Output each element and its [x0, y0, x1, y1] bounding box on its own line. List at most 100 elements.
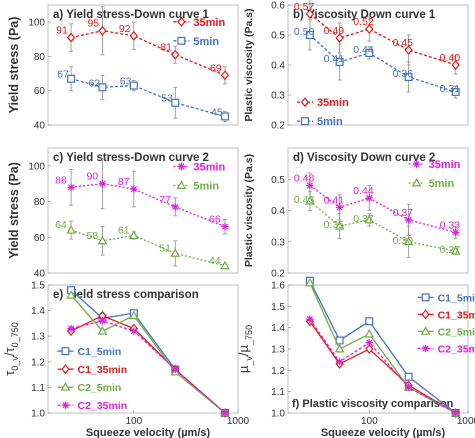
legend-marker	[300, 97, 310, 108]
series-35min: 91 95 92 81 69	[56, 6, 230, 85]
data-point	[365, 24, 374, 34]
data-point	[66, 225, 76, 234]
data-point	[305, 9, 315, 19]
data-point	[306, 315, 314, 323]
legend-marker	[177, 162, 186, 171]
y-tick-label: 1.4	[271, 323, 285, 334]
data-point	[305, 31, 314, 40]
legend-label: C2_5min	[438, 326, 475, 338]
data-label: 0.57	[294, 1, 315, 13]
y-tick-label: 1.2	[271, 366, 285, 377]
y-axis-label: Plastic viscosity (Pa.s)	[243, 8, 255, 121]
chart-title: b) Viscosity Down curve 1	[293, 9, 436, 21]
y-axis-label-part: 0_v	[10, 356, 20, 371]
data-point	[67, 183, 75, 191]
data-point	[129, 310, 139, 320]
legend-label: 5min	[429, 178, 455, 190]
y-axis-label-part: _v	[244, 356, 254, 367]
data-label: 87	[118, 176, 130, 188]
legend-marker	[420, 326, 431, 335]
chart-title: c) Yield stress-Down curve 2	[53, 152, 209, 164]
y-tick-label: 0.4	[271, 61, 285, 72]
data-point	[220, 70, 230, 81]
data-point	[365, 194, 374, 202]
data-point	[98, 317, 107, 325]
legend-marker	[177, 36, 186, 45]
legend: 35min 5min	[173, 17, 225, 48]
data-point	[335, 203, 344, 212]
y-tick-label: 0.6	[271, 1, 285, 12]
y-tick-label: 0.3	[271, 237, 285, 248]
chart-panel-f: 1.0 1.1 1.2 1.3 1.4 1.5 1.6 100 1000f) Plastic v…	[236, 276, 475, 438]
legend-label: 5min	[193, 36, 219, 48]
data-point	[335, 358, 344, 366]
y-tick-label: 0.3	[271, 91, 285, 102]
data-label: 81	[160, 42, 172, 54]
y-tick-label: 100	[28, 18, 45, 29]
data-point	[171, 49, 180, 60]
legend-label: 35min	[317, 97, 349, 109]
data-point	[129, 81, 138, 90]
data-label: 0.44	[353, 185, 374, 197]
y-tick-label: 1.3	[31, 332, 45, 343]
chart-panel-d: 0.2 0.3 0.4 0.5 d) Viscosity Down curve 2 Pla…	[243, 147, 469, 280]
data-point	[171, 98, 180, 107]
legend-label: C1_5min	[438, 292, 475, 304]
data-label: 0.31	[440, 83, 461, 95]
y-tick-label: 60	[34, 233, 46, 244]
y-axis-label-part: µ	[236, 365, 251, 373]
data-label: 0.35	[324, 219, 345, 231]
legend-marker	[177, 16, 186, 27]
data-label: 77	[159, 194, 171, 206]
y-axis-label-part: _750	[244, 325, 254, 346]
data-label: 66	[209, 214, 221, 226]
legend: 35min 5min	[173, 162, 225, 193]
data-point	[450, 245, 461, 255]
x-axis-label: Squeeze velocity (µm/s)	[321, 427, 446, 438]
legend-label: 35min	[193, 17, 225, 29]
legend-label: C2_35min	[78, 400, 128, 412]
data-point	[404, 383, 413, 392]
y-tick-label: 1.3	[271, 345, 285, 356]
data-point	[404, 216, 413, 224]
y-tick-label: 100	[28, 161, 45, 172]
data-label: 51	[159, 242, 171, 254]
data-point	[365, 317, 374, 326]
data-point	[364, 328, 375, 338]
y-tick-label: 60	[34, 86, 46, 97]
y-tick-label: 1.4	[31, 306, 45, 317]
y-tick-label: 0.5	[271, 175, 285, 186]
data-point	[67, 74, 76, 83]
data-label: 0.44	[353, 44, 374, 56]
data-label: 0.37	[393, 207, 414, 219]
x-tick-label: 1000	[457, 416, 475, 427]
data-label: 0.43	[294, 194, 315, 206]
data-point	[404, 72, 413, 81]
series-line	[309, 13, 456, 66]
chart-panel-a: 40 60 80 100 a) Yield stress-Down curve 1 Yie…	[7, 4, 239, 132]
data-label: 0.36	[393, 68, 414, 80]
data-point	[365, 338, 374, 347]
series-35min: 88 90 87 77 66	[55, 158, 229, 235]
data-point	[221, 222, 229, 231]
data-point	[129, 230, 139, 239]
data-label: 90	[86, 171, 98, 183]
legend-label: C1_35min	[438, 309, 475, 321]
data-label: 53	[161, 93, 173, 105]
y-axis-label-part: 0_750	[10, 322, 20, 347]
data-point	[171, 203, 179, 211]
legend-marker	[301, 117, 310, 126]
data-point	[171, 365, 179, 374]
legend-label: 35min	[193, 162, 225, 174]
x-tick-label: 1000	[227, 416, 250, 427]
y-tick-label: 40	[34, 269, 46, 280]
y-tick-label: 1.5	[31, 281, 45, 292]
data-label: 0.41	[324, 53, 345, 65]
data-label: 0.45	[393, 37, 414, 49]
data-label: 61	[118, 225, 130, 237]
legend: 35min 5min	[297, 97, 349, 128]
data-point	[97, 235, 108, 245]
plot-frame	[287, 4, 469, 126]
data-label: 0.30	[393, 235, 414, 247]
